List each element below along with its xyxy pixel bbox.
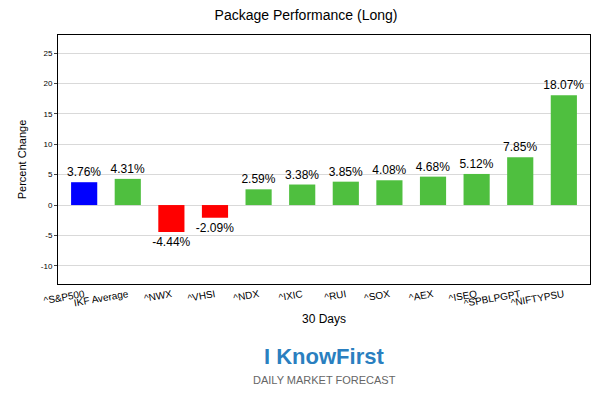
svg-text:Percent Change: Percent Change <box>16 120 28 200</box>
svg-text:10: 10 <box>43 140 52 149</box>
svg-text:4.31%: 4.31% <box>111 162 145 176</box>
svg-text:5: 5 <box>48 170 53 179</box>
svg-text:^S&P500: ^S&P500 <box>43 288 86 306</box>
svg-text:4.68%: 4.68% <box>416 160 450 174</box>
svg-text:^SPBLPGPT: ^SPBLPGPT <box>463 288 522 309</box>
svg-text:^NWX: ^NWX <box>143 288 173 304</box>
svg-text:^ISEQ: ^ISEQ <box>448 288 478 304</box>
svg-text:^VHSI: ^VHSI <box>187 288 217 304</box>
svg-text:4.08%: 4.08% <box>372 163 406 177</box>
svg-text:20: 20 <box>43 79 52 88</box>
svg-text:18.07%: 18.07% <box>543 78 584 92</box>
svg-text:^IXIC: ^IXIC <box>278 288 304 303</box>
svg-text:30 Days: 30 Days <box>302 312 346 326</box>
svg-text:25: 25 <box>43 49 52 58</box>
svg-text:-10: -10 <box>41 262 53 271</box>
svg-text:-5: -5 <box>45 231 53 240</box>
svg-text:^SOX: ^SOX <box>363 288 391 303</box>
svg-text:-4.44%: -4.44% <box>152 235 190 249</box>
svg-text:DAILY MARKET FORECAST: DAILY MARKET FORECAST <box>253 374 396 386</box>
svg-text:IKF Average: IKF Average <box>73 288 129 308</box>
svg-text:3.38%: 3.38% <box>285 168 319 182</box>
svg-text:I KnowFirst: I KnowFirst <box>264 344 384 369</box>
svg-text:^NIFTYPSU: ^NIFTYPSU <box>510 288 565 308</box>
svg-text:0: 0 <box>48 201 53 210</box>
svg-text:3.76%: 3.76% <box>67 165 101 179</box>
svg-text:15: 15 <box>43 110 52 119</box>
svg-text:2.59%: 2.59% <box>241 172 275 186</box>
svg-text:Package Performance (Long): Package Performance (Long) <box>215 7 398 23</box>
svg-text:^RUI: ^RUI <box>324 288 347 303</box>
svg-text:^AEX: ^AEX <box>408 288 435 303</box>
svg-text:5.12%: 5.12% <box>459 157 493 171</box>
svg-text:^NDX: ^NDX <box>232 288 260 303</box>
svg-text:7.85%: 7.85% <box>503 140 537 154</box>
svg-text:-2.09%: -2.09% <box>196 221 234 235</box>
svg-text:3.85%: 3.85% <box>329 165 363 179</box>
